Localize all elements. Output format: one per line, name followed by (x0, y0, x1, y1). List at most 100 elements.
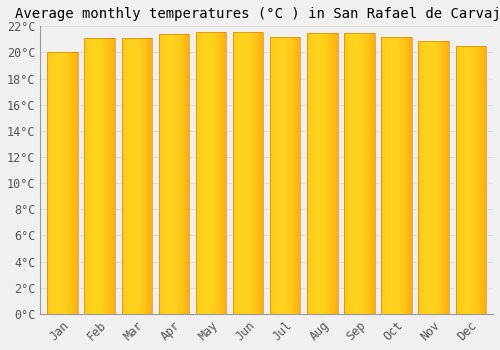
Bar (296, 37, 297, 314)
Bar (263, 32, 264, 314)
Bar (167, 34, 168, 314)
Bar (382, 37, 383, 314)
Bar (462, 46, 463, 314)
Bar (65, 52, 66, 314)
Bar (334, 33, 335, 314)
Bar (201, 32, 202, 314)
Bar (330, 33, 331, 314)
Bar (126, 38, 127, 314)
Bar (477, 46, 478, 314)
Bar (279, 37, 280, 314)
Bar (484, 46, 485, 314)
Bar (482, 46, 483, 314)
Bar (277, 37, 278, 314)
Bar (344, 33, 346, 314)
Bar (299, 37, 300, 314)
Bar (134, 38, 135, 314)
Bar (100, 38, 101, 314)
Bar (139, 38, 140, 314)
Bar (150, 38, 151, 314)
Bar (398, 37, 399, 314)
Bar (261, 32, 262, 314)
Title: Average monthly temperatures (°C ) in San Rafael de Carvajal: Average monthly temperatures (°C ) in Sa… (16, 7, 500, 21)
Bar (243, 32, 244, 314)
Bar (62, 52, 63, 314)
Bar (60, 52, 61, 314)
Bar (216, 32, 217, 314)
Bar (348, 33, 349, 314)
Bar (212, 32, 213, 314)
Bar (389, 37, 390, 314)
Bar (366, 33, 367, 314)
Bar (114, 38, 115, 314)
Bar (170, 34, 171, 314)
Bar (351, 33, 352, 314)
Bar (233, 32, 264, 314)
Bar (242, 32, 243, 314)
Bar (424, 41, 425, 314)
Bar (294, 37, 295, 314)
Bar (406, 37, 407, 314)
Bar (239, 32, 240, 314)
Bar (335, 33, 336, 314)
Bar (219, 32, 220, 314)
Bar (272, 37, 273, 314)
Bar (440, 41, 441, 314)
Bar (331, 33, 332, 314)
Bar (280, 37, 281, 314)
Bar (136, 38, 137, 314)
Bar (358, 33, 359, 314)
Bar (148, 38, 149, 314)
Bar (479, 46, 480, 314)
Bar (124, 38, 125, 314)
Bar (360, 33, 361, 314)
Bar (333, 33, 334, 314)
Bar (250, 32, 251, 314)
Bar (51, 52, 52, 314)
Bar (113, 38, 114, 314)
Bar (168, 34, 169, 314)
Bar (61, 52, 62, 314)
Bar (371, 33, 372, 314)
Bar (460, 46, 461, 314)
Bar (271, 37, 272, 314)
Bar (234, 32, 235, 314)
Bar (177, 34, 178, 314)
Bar (337, 33, 338, 314)
Bar (241, 32, 242, 314)
Bar (87, 38, 88, 314)
Bar (50, 52, 51, 314)
Bar (77, 52, 78, 314)
Bar (275, 37, 276, 314)
Bar (211, 32, 212, 314)
Bar (140, 38, 141, 314)
Bar (446, 41, 447, 314)
Bar (429, 41, 430, 314)
Bar (122, 38, 123, 314)
Bar (283, 37, 284, 314)
Bar (480, 46, 481, 314)
Bar (85, 38, 86, 314)
Bar (443, 41, 444, 314)
Bar (312, 33, 313, 314)
Bar (284, 37, 285, 314)
Bar (289, 37, 290, 314)
Bar (318, 33, 319, 314)
Bar (295, 37, 296, 314)
Bar (274, 37, 275, 314)
Bar (388, 37, 389, 314)
Bar (407, 37, 408, 314)
Bar (307, 33, 338, 314)
Bar (273, 37, 274, 314)
Bar (178, 34, 179, 314)
Bar (364, 33, 365, 314)
Bar (93, 38, 94, 314)
Bar (325, 33, 326, 314)
Bar (208, 32, 209, 314)
Bar (270, 37, 300, 314)
Bar (144, 38, 145, 314)
Bar (290, 37, 291, 314)
Bar (315, 33, 316, 314)
Bar (186, 34, 187, 314)
Bar (349, 33, 350, 314)
